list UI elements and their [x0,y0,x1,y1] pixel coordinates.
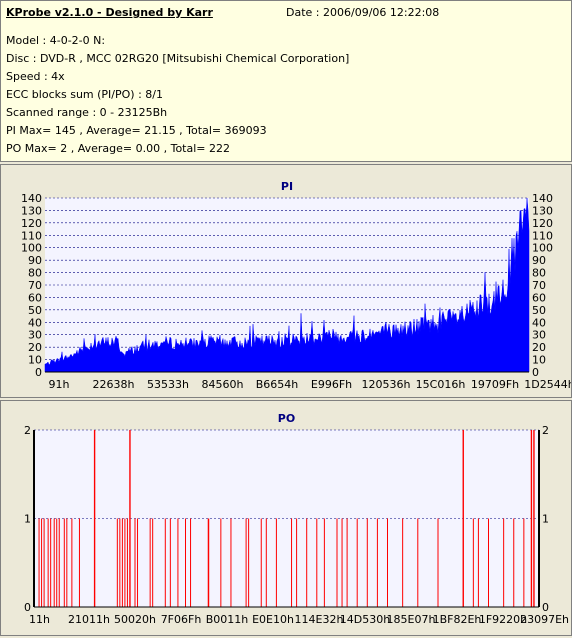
y-tick-label-right: 0 [542,601,549,614]
range-line: Scanned range : 0 - 23125Bh [6,106,168,119]
y-tick-label-left: 20 [28,341,42,354]
x-tick-label: 7F06Fh [161,613,202,626]
y-tick-label-right: 110 [532,229,553,242]
x-tick-label: 11h [29,613,50,626]
x-tick-label: 84560h [202,378,244,391]
y-tick-label-left: 140 [21,192,42,205]
y-tick-label-left: 130 [21,204,42,217]
y-tick-label-left: 1 [24,513,31,526]
y-tick-label-right: 60 [532,291,546,304]
pi-chart-panel: 0 0 10 10 20 20 30 30 40 40 50 50 60 60 70 70 80 80 90 90 10… [0,164,572,398]
y-tick-label-right: 1 [542,513,549,526]
y-tick-label-right: 120 [532,217,553,230]
x-tick-label: E0E10h [252,613,294,626]
y-tick-label-right: 70 [532,279,546,292]
app-title: KProbe v2.1.0 - Designed by Karr [6,6,213,19]
y-tick-label-left: 40 [28,316,42,329]
y-tick-label-left: 80 [28,267,42,280]
y-tick-label-left: 30 [28,329,42,342]
x-tick-label: 120536h [362,378,411,391]
x-tick-label: 50020h [114,613,156,626]
y-tick-label-right: 90 [532,254,546,267]
y-tick-label-right: 2 [542,424,549,437]
y-tick-label-right: 100 [532,242,553,255]
y-tick-label-left: 120 [21,217,42,230]
x-tick-label: 53533h [147,378,189,391]
y-tick-label-left: 0 [35,366,42,379]
x-tick-label: 114E32h [295,613,344,626]
x-tick-label: B0011h [206,613,249,626]
po-chart-panel: 0 0 1 1 2 2 PO 11h 21011h 50020h 7F06Fh B0011h E0E10… [0,400,572,636]
x-tick-label: 21011h [68,613,110,626]
y-tick-label-left: 10 [28,354,42,367]
ecc-line: ECC blocks sum (PI/PO) : 8/1 [6,88,163,101]
y-tick-label-left: 100 [21,242,42,255]
x-tick-label: 22638h [93,378,135,391]
y-tick-label-right: 140 [532,192,553,205]
scan-date: Date : 2006/09/06 12:22:08 [286,6,440,19]
chart-title: PI [281,180,293,193]
y-tick-label-left: 2 [24,424,31,437]
y-tick-label-left: 50 [28,304,42,317]
speed-line: Speed : 4x [6,70,65,83]
y-tick-label-left: 90 [28,254,42,267]
x-tick-label: E996Fh [311,378,352,391]
y-tick-label-right: 30 [532,329,546,342]
po-summary-line: PO Max= 2 , Average= 0.00 , Total= 222 [6,142,230,155]
y-tick-label-right: 20 [532,341,546,354]
x-tick-label: 15C016h [416,378,466,391]
x-tick-label: B6654h [256,378,299,391]
y-tick-label-left: 110 [21,229,42,242]
x-tick-label: 1F9220h [479,613,527,626]
info-panel: KProbe v2.1.0 - Designed by Karr Date : … [0,0,572,162]
y-tick-label-left: 70 [28,279,42,292]
x-tick-label: 14D530h [340,613,390,626]
po-chart: 0 0 1 1 2 2 PO 11h 21011h 50020h 7F06Fh B0011h E0E10… [24,412,569,626]
y-tick-label-left: 0 [24,601,31,614]
y-tick-label-right: 10 [532,354,546,367]
x-tick-label: 91h [49,378,70,391]
x-tick-label: 185E07h [387,613,436,626]
disc-line: Disc : DVD-R , MCC 02RG20 [Mitsubishi Ch… [6,52,350,65]
chart-title: PO [278,412,295,425]
y-tick-label-right: 50 [532,304,546,317]
y-tick-label-right: 130 [532,204,553,217]
x-tick-label: 19709Fh [471,378,519,391]
pi-series-area [44,197,530,373]
y-tick-label-right: 40 [532,316,546,329]
pi-summary-line: PI Max= 145 , Average= 21.15 , Total= 36… [6,124,267,137]
y-tick-label-right: 80 [532,267,546,280]
y-tick-label-left: 60 [28,291,42,304]
x-tick-label: 23097Eh [520,613,569,626]
model-line: Model : 4-0-2-0 N: [6,34,106,47]
y-tick-label-right: 0 [532,366,539,379]
x-tick-label: 1BF82Eh [433,613,482,626]
x-tick-label: 1D2544h [524,378,571,391]
